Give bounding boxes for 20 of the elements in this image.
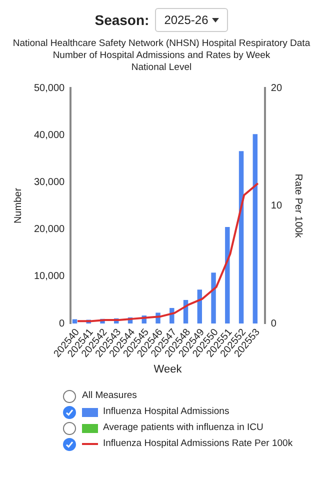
text: 2025-26	[155, 8, 228, 32]
y2-tick-label: 20	[270, 82, 282, 94]
y-tick-label: 0	[59, 318, 66, 330]
y-tick-label: 20,000	[34, 224, 66, 236]
y-axis-title: Number	[12, 187, 24, 224]
text: Season:	[94, 12, 150, 28]
legend-label: Influenza Hospital Admissions Rate Per 100k	[103, 437, 293, 451]
chart-title: National Healthcare Safety Network (NHSN) Hospital Respiratory Data	[12, 38, 312, 50]
y-tick-label: 30,000	[34, 176, 66, 188]
x-axis-title: Week	[154, 363, 182, 376]
y-tick-label: 10,000	[34, 271, 66, 282]
chart-subtitle: Number of Hospital Admissions and Rates by Week National Level	[52, 50, 272, 74]
y-tick-label: 40,000	[34, 130, 66, 141]
y2-tick-label: 10	[270, 200, 282, 212]
y2-axis-title: Rate Per 100k	[292, 174, 304, 239]
legend-label: Influenza Hospital Admissions	[103, 405, 230, 419]
y2-tick-label: 0	[270, 318, 277, 330]
y-tick-label: 50,000	[34, 82, 66, 94]
text: All Measures	[82, 389, 137, 403]
legend-label: Average patients with influenza in ICU	[103, 421, 264, 435]
